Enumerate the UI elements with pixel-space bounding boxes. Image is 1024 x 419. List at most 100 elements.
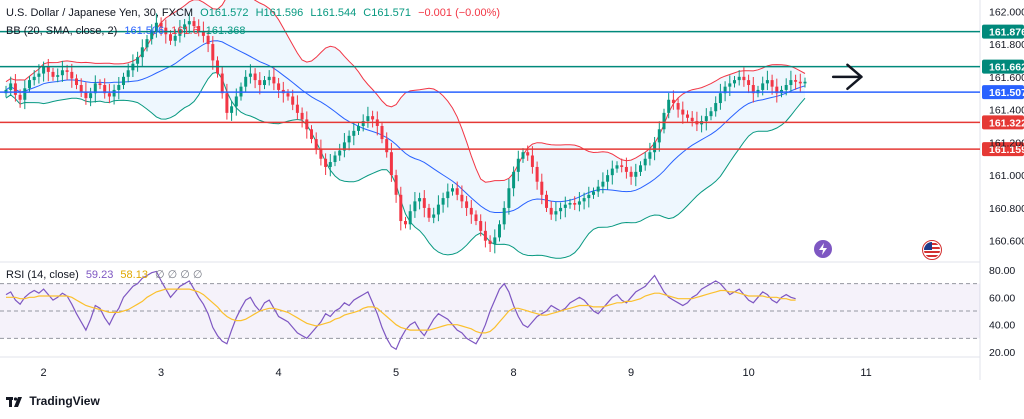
change-value: −0.001 (−0.00%) bbox=[418, 7, 501, 19]
candle-body-23 bbox=[112, 89, 116, 97]
candle-body-142 bbox=[671, 99, 675, 104]
candle-body-39 bbox=[187, 21, 191, 25]
candle-body-71 bbox=[338, 150, 342, 156]
level-label-bg-1 bbox=[982, 59, 1024, 74]
candle-body-14 bbox=[70, 71, 74, 79]
candle-body-102 bbox=[483, 230, 487, 241]
candle-body-159 bbox=[751, 85, 755, 94]
candle-body-126 bbox=[596, 186, 600, 192]
candle-body-84 bbox=[399, 194, 403, 222]
candle-body-47 bbox=[225, 93, 229, 113]
candle-body-61 bbox=[291, 96, 295, 105]
candle-body-114 bbox=[540, 181, 544, 195]
candle-body-4 bbox=[23, 88, 27, 100]
candle-body-144 bbox=[681, 109, 685, 115]
bb-lower-line bbox=[5, 71, 806, 259]
candle-body-134 bbox=[634, 171, 638, 177]
candle-body-113 bbox=[535, 166, 539, 182]
time-tick-4: 8 bbox=[511, 367, 517, 379]
candle-body-98 bbox=[465, 201, 469, 208]
candle-body-26 bbox=[126, 70, 130, 77]
candle-body-133 bbox=[629, 171, 633, 177]
candle-body-22 bbox=[107, 93, 111, 97]
candle-body-52 bbox=[248, 73, 252, 77]
time-tick-1: 3 bbox=[158, 367, 164, 379]
candle-body-118 bbox=[559, 207, 563, 212]
candle-body-95 bbox=[451, 188, 454, 192]
candle-body-104 bbox=[493, 237, 497, 244]
level-label-4: 161.159 bbox=[989, 144, 1024, 156]
candle-body-137 bbox=[648, 152, 652, 159]
candle-body-101 bbox=[479, 221, 483, 231]
candle-body-111 bbox=[526, 152, 530, 156]
candle-body-135 bbox=[639, 165, 642, 172]
open-value: O161.572 bbox=[200, 7, 249, 19]
price-tick-1: 161.800 bbox=[989, 39, 1024, 51]
candle-body-140 bbox=[662, 112, 666, 130]
candle-body-158 bbox=[747, 80, 751, 86]
level-label-bg-2 bbox=[982, 85, 1024, 100]
candle-body-167 bbox=[789, 80, 793, 86]
lightning-icon[interactable] bbox=[814, 240, 832, 258]
candle-body-96 bbox=[455, 188, 459, 195]
candle-body-145 bbox=[686, 114, 689, 118]
candle-body-155 bbox=[733, 80, 736, 84]
bb-basis-line bbox=[5, 40, 806, 213]
price-tick-6: 160.800 bbox=[989, 203, 1024, 215]
candle-body-16 bbox=[79, 85, 83, 92]
candle-body-82 bbox=[389, 152, 393, 176]
candle-body-49 bbox=[234, 96, 238, 107]
candle-body-25 bbox=[122, 76, 125, 86]
candle-body-124 bbox=[587, 194, 591, 199]
candle-body-122 bbox=[577, 201, 581, 205]
rsi-extra: ∅ ∅ ∅ ∅ bbox=[155, 269, 203, 281]
candle-body-44 bbox=[211, 44, 215, 61]
candle-body-37 bbox=[178, 29, 182, 36]
candle-body-136 bbox=[643, 158, 647, 166]
candle-body-31 bbox=[150, 30, 154, 40]
candle-body-112 bbox=[530, 155, 534, 167]
candle-body-2 bbox=[13, 83, 17, 95]
level-label-bg-0 bbox=[982, 24, 1024, 39]
candle-body-17 bbox=[84, 91, 88, 99]
candle-body-90 bbox=[427, 207, 431, 218]
candle-body-38 bbox=[183, 24, 187, 30]
candle-body-68 bbox=[324, 158, 328, 167]
candle-body-106 bbox=[502, 207, 506, 225]
candle-body-57 bbox=[272, 76, 276, 84]
candle-body-54 bbox=[258, 80, 262, 86]
candle-body-18 bbox=[89, 93, 93, 99]
candle-body-69 bbox=[328, 162, 332, 167]
candle-body-1 bbox=[9, 83, 13, 90]
candle-body-164 bbox=[775, 86, 779, 94]
rsi-value: 59.23 bbox=[85, 269, 114, 281]
candle-body-85 bbox=[404, 221, 407, 225]
candle-body-55 bbox=[263, 80, 266, 86]
candle-body-92 bbox=[436, 204, 440, 215]
candle-body-91 bbox=[432, 214, 436, 218]
price-tick-4: 161.200 bbox=[989, 137, 1024, 149]
candle-body-73 bbox=[347, 135, 351, 143]
candle-body-12 bbox=[60, 70, 64, 76]
candle-body-10 bbox=[51, 71, 55, 77]
price-tick-2: 161.600 bbox=[989, 72, 1024, 84]
bb-lower-value: 161.368 bbox=[205, 25, 246, 37]
rsi-legend: RSI (14, close) 59.23 58.13 ∅ ∅ ∅ ∅ bbox=[6, 268, 207, 282]
candle-body-75 bbox=[357, 125, 360, 131]
candle-body-29 bbox=[140, 47, 144, 58]
footer-brand[interactable]: TradingView bbox=[6, 394, 100, 408]
candle-body-13 bbox=[65, 70, 69, 72]
rsi-line bbox=[5, 270, 796, 351]
candle-body-8 bbox=[42, 66, 46, 74]
candle-body-21 bbox=[103, 85, 107, 94]
candle-body-20 bbox=[98, 83, 102, 86]
candle-body-116 bbox=[549, 207, 553, 215]
us-flag-icon[interactable] bbox=[922, 240, 942, 260]
candle-body-103 bbox=[488, 240, 492, 244]
candle-body-149 bbox=[704, 116, 708, 122]
bb-basis-value: 161.506 bbox=[124, 25, 165, 37]
candle-body-141 bbox=[667, 99, 671, 113]
candle-body-119 bbox=[563, 204, 567, 208]
